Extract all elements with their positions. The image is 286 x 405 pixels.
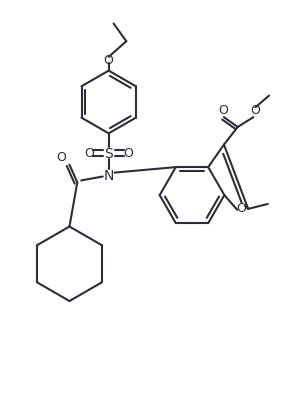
Text: O: O — [218, 104, 228, 117]
Text: O: O — [251, 104, 260, 117]
Text: O: O — [104, 54, 114, 67]
Text: O: O — [123, 147, 133, 160]
Text: S: S — [104, 147, 113, 160]
Text: O: O — [236, 202, 246, 215]
Text: O: O — [57, 151, 67, 164]
Text: N: N — [104, 168, 114, 182]
Text: O: O — [84, 147, 94, 160]
